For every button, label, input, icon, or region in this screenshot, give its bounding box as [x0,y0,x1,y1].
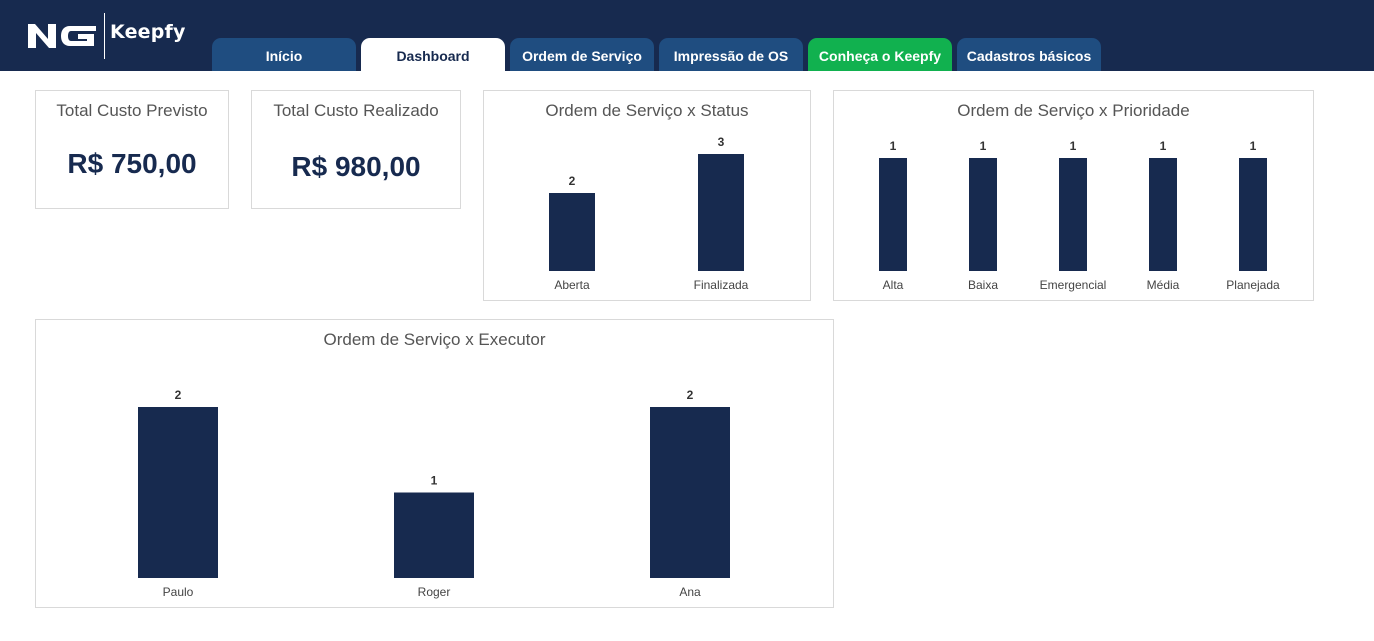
kpi-card-custo-previsto: Total Custo Previsto R$ 750,00 [35,90,229,209]
chart-bar [1149,158,1177,271]
category-label: Planejada [1226,278,1280,292]
chart-bar [1059,158,1087,271]
chart-card-executor: Ordem de Serviço x Executor 2 Paulo 1 Roger… [35,319,834,608]
data-label: 2 [569,174,576,188]
category-label: Baixa [968,278,998,292]
category-label: Média [1147,278,1180,292]
brand-logo[interactable]: Keepfy [26,13,186,59]
chart-card-status: Ordem de Serviço x Status 2 Aberta 3 Finali… [483,90,811,301]
chart-title: Ordem de Serviço x Executor [323,330,546,349]
ng-logo-icon [28,24,96,48]
chart-bar [394,492,474,578]
kpi-card-custo-realizado: Total Custo Realizado R$ 980,00 [251,90,461,209]
tab-dashboard[interactable]: Dashboard [361,38,505,71]
category-label: Aberta [554,278,590,292]
data-label: 1 [431,474,438,488]
chart-title: Ordem de Serviço x Status [545,101,749,120]
chart-card-prioridade: Ordem de Serviço x Prioridade 1 Alta 1 Baix… [833,90,1314,301]
chart-title: Ordem de Serviço x Prioridade [957,101,1190,120]
category-label: Roger [418,585,451,599]
chart-bar [879,158,907,271]
prioridade-bar-chart: 1 Alta 1 Baixa 1 Emergencial 1 Média 1 Planejada [879,139,1280,292]
data-label: 2 [175,388,182,402]
brand-name: Keepfy [110,21,186,43]
chart-bar [1239,158,1267,271]
kpi-value: R$ 750,00 [67,148,197,179]
chart-bar [698,154,744,271]
data-label: 3 [718,135,725,149]
kpi-title: Total Custo Realizado [273,101,439,120]
data-label: 1 [890,139,897,153]
category-label: Paulo [163,585,194,599]
chart-bar [138,407,218,578]
category-label: Ana [679,585,701,599]
data-label: 1 [980,139,987,153]
category-label: Alta [883,278,904,292]
logo-divider [104,13,105,59]
tab-conheca-o-keepfy[interactable]: Conheça o Keepfy [808,38,952,71]
kpi-title: Total Custo Previsto [56,101,208,120]
status-bar-chart: 2 Aberta 3 Finalizada [549,135,749,292]
chart-bar [549,193,595,271]
category-label: Emergencial [1040,278,1107,292]
data-label: 1 [1250,139,1257,153]
tab-impressao-de-os[interactable]: Impressão de OS [659,38,803,71]
tab-inicio[interactable]: Início [212,38,356,71]
kpi-value: R$ 980,00 [291,151,421,182]
tab-ordem-de-servico[interactable]: Ordem de Serviço [510,38,654,71]
executor-bar-chart: 2 Paulo 1 Roger 2 Ana [138,388,730,599]
data-label: 2 [687,388,694,402]
top-header: Keepfy Início Dashboard Ordem de Serviço… [0,0,1374,71]
category-label: Finalizada [694,278,749,292]
data-label: 1 [1070,139,1077,153]
chart-bar [650,407,730,578]
chart-bar [969,158,997,271]
tab-cadastros-basicos[interactable]: Cadastros básicos [957,38,1101,71]
data-label: 1 [1160,139,1167,153]
